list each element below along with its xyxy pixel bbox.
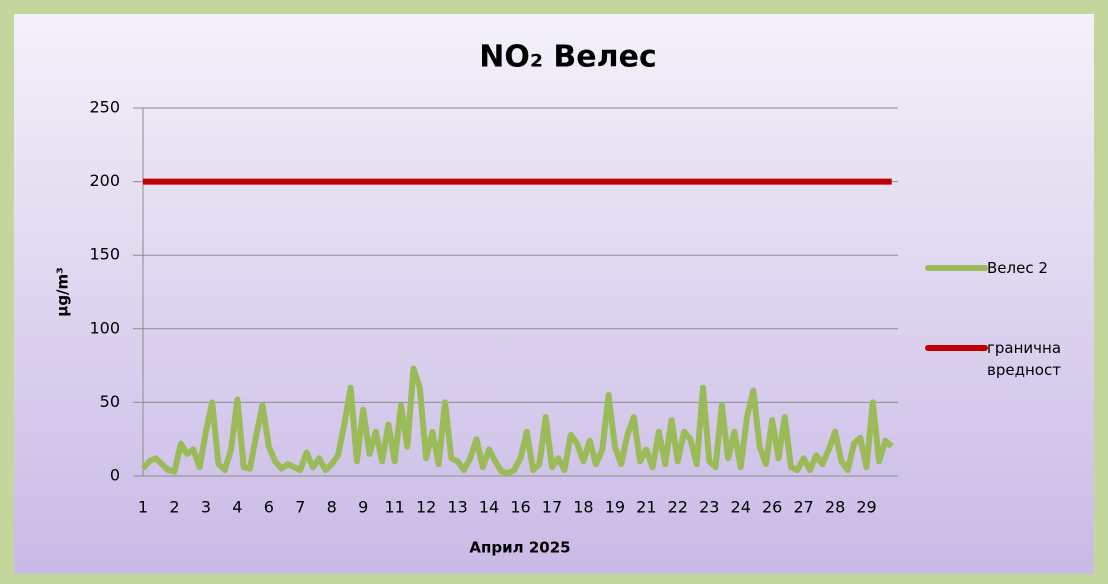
x-tick-label: 27 xyxy=(793,498,813,517)
x-tick-label: 7 xyxy=(295,498,305,517)
x-tick-label: 19 xyxy=(605,498,625,517)
x-tick-label: 26 xyxy=(762,498,782,517)
x-tick-label: 11 xyxy=(384,498,404,517)
x-tick-label: 16 xyxy=(510,498,530,517)
x-tick-label: 23 xyxy=(699,498,719,517)
y-tick-label: 150 xyxy=(89,245,120,264)
y-tick-label: 100 xyxy=(89,318,120,337)
x-tick-label: 29 xyxy=(856,498,876,517)
chart-title: NO₂ Велес xyxy=(479,40,657,75)
x-tick-label: 8 xyxy=(327,498,337,517)
y-tick-label: 50 xyxy=(100,392,120,411)
x-tick-label: 21 xyxy=(636,498,656,517)
x-tick-label: 4 xyxy=(232,498,242,517)
x-tick-label: 28 xyxy=(825,498,845,517)
x-tick-label: 13 xyxy=(447,498,467,517)
x-tick-label: 24 xyxy=(731,498,751,517)
x-tick-label: 2 xyxy=(169,498,179,517)
x-tick-label: 17 xyxy=(542,498,562,517)
y-tick-label: 0 xyxy=(110,466,120,485)
legend-label: гранична вредност xyxy=(987,339,1062,379)
y-tick-label: 250 xyxy=(89,98,120,117)
x-tick-label: 1 xyxy=(138,498,148,517)
y-axis-title: µg/m³ xyxy=(54,267,72,316)
series-line xyxy=(140,365,894,477)
y-tick-label: 200 xyxy=(89,171,120,190)
x-tick-label: 14 xyxy=(479,498,499,517)
x-tick-label: 3 xyxy=(201,498,211,517)
plot-background xyxy=(14,14,1094,574)
x-tick-label: 6 xyxy=(264,498,274,517)
x-tick-label: 12 xyxy=(416,498,436,517)
x-tick-label: 22 xyxy=(668,498,688,517)
x-tick-label: 18 xyxy=(573,498,593,517)
legend-label: Велес 2 xyxy=(987,259,1048,277)
x-axis-title: Април 2025 xyxy=(469,539,570,557)
x-tick-label: 9 xyxy=(358,498,368,517)
